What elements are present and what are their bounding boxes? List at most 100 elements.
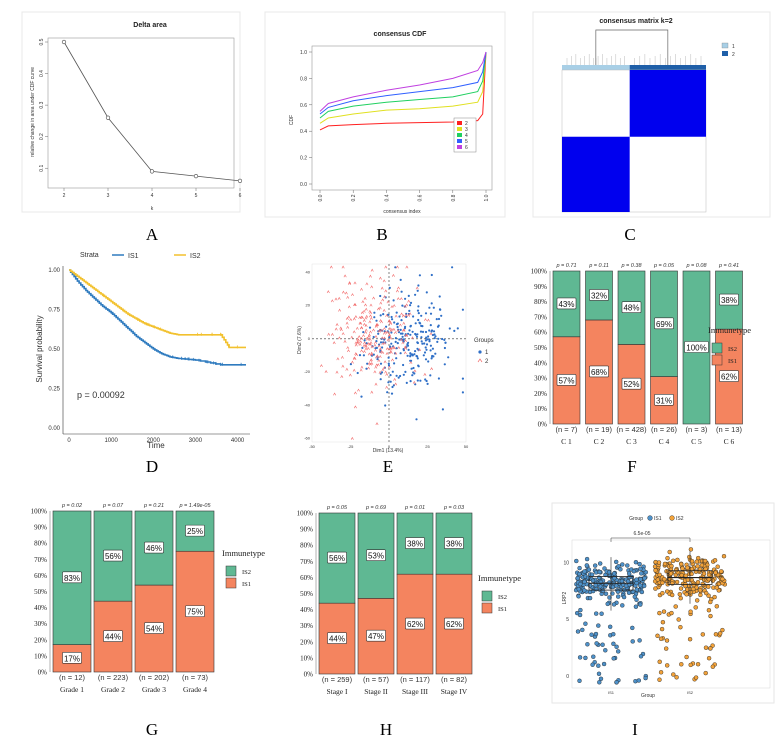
panel-e-point-group-1 bbox=[429, 312, 433, 315]
panel-c-colorbar-1 bbox=[562, 65, 630, 70]
panel-e-point-group-2 bbox=[368, 342, 372, 346]
panel-e-point-group-2 bbox=[426, 318, 430, 322]
panel-i-point-IS2 bbox=[699, 562, 705, 568]
panel-b-ytick-label: 0.0 bbox=[300, 182, 307, 188]
panel-i-pvalue: 6.5e-05 bbox=[634, 531, 651, 537]
panel-e-ytick-label: 40 bbox=[306, 269, 311, 274]
panel-e-point-group-1 bbox=[400, 319, 403, 322]
panel-i-point-IS2 bbox=[689, 559, 695, 564]
panel-i-point-IS2 bbox=[714, 585, 719, 590]
panel-e-point-group-2 bbox=[385, 347, 389, 351]
panel-e-point-group-1 bbox=[417, 312, 420, 315]
panel-e-point-group-1 bbox=[410, 367, 413, 370]
panel-e-point-group-2 bbox=[330, 332, 334, 336]
panel-e-point-group-1 bbox=[419, 330, 423, 333]
panel-i-point-IS2 bbox=[671, 558, 676, 563]
panel-a-ytick-label: 0.2 bbox=[39, 133, 45, 140]
panel-i-legend-title: Group bbox=[629, 516, 643, 522]
panel-b-ytick-label: 1.0 bbox=[300, 50, 307, 56]
panel-e-point-group-1 bbox=[395, 311, 398, 314]
panel-e-point-group-2 bbox=[374, 341, 377, 345]
panel-g-pvalue: p = 1.49e-05 bbox=[178, 503, 211, 509]
panel-g-label-is1: 44% bbox=[105, 633, 121, 642]
panel-e-xtick-label: -50 bbox=[309, 444, 316, 449]
panel-i-point-IS1 bbox=[598, 676, 604, 681]
panel-e-point-group-1 bbox=[401, 332, 404, 335]
panel-e-point-group-1 bbox=[427, 335, 430, 338]
panel-e-point-group-1 bbox=[441, 337, 444, 341]
panel-f-n-label: (n = 3) bbox=[686, 425, 708, 434]
panel-e-point-group-1 bbox=[379, 378, 382, 381]
panel-i-point-IS1 bbox=[587, 583, 593, 588]
panel-i-point-IS1 bbox=[591, 654, 596, 659]
panel-i-point-IS1 bbox=[583, 621, 588, 626]
panel-e-point-group-2 bbox=[359, 315, 363, 319]
panel-e-point-group-1 bbox=[425, 379, 428, 383]
panel-letter-d: D bbox=[146, 457, 158, 476]
panel-e-point-group-2 bbox=[339, 326, 343, 330]
panel-e-point-group-2 bbox=[400, 312, 404, 316]
panel-e-point-group-2 bbox=[364, 307, 368, 311]
panel-e-point-group-1 bbox=[436, 340, 439, 343]
panel-i-point-IS1 bbox=[605, 601, 610, 607]
panel-e-point-group-1 bbox=[385, 325, 388, 328]
panel-letter-b: B bbox=[376, 225, 387, 244]
panel-i-lrp2-boxplot: Group Group LRP2 6.5e-05 0 5 10 IS1 IS2 IS1 IS… bbox=[551, 502, 775, 704]
panel-i-point-IS1 bbox=[634, 577, 639, 582]
panel-e-point-group-2 bbox=[362, 309, 366, 313]
panel-e-point-group-2 bbox=[341, 364, 345, 368]
panel-e-point-group-1 bbox=[437, 337, 440, 340]
panel-e-point-group-2 bbox=[404, 339, 407, 343]
panel-e-point-group-2 bbox=[429, 332, 433, 336]
panel-e-point-group-2 bbox=[356, 340, 360, 344]
panel-i-point-IS1 bbox=[596, 663, 601, 668]
panel-e-point-group-1 bbox=[411, 374, 414, 377]
panel-e-point-group-2 bbox=[395, 289, 399, 293]
panel-f-pvalue: p = 0.05 bbox=[653, 263, 675, 269]
panel-e-point-group-1 bbox=[393, 321, 396, 324]
panel-f-label-is2: 43% bbox=[558, 300, 574, 309]
panel-e-point-group-1 bbox=[437, 377, 440, 380]
panel-e-point-group-1 bbox=[447, 356, 450, 359]
panel-a-xtick-label: 4 bbox=[151, 193, 154, 199]
panel-e-point-group-1 bbox=[424, 358, 428, 361]
panel-e-point-group-2 bbox=[383, 341, 387, 345]
panel-e-point-group-2 bbox=[360, 326, 364, 330]
panel-e-point-group-2 bbox=[350, 436, 354, 440]
panel-e-point-group-1 bbox=[420, 340, 423, 343]
panel-e-point-group-2 bbox=[362, 318, 366, 322]
panel-e-point-group-2 bbox=[356, 341, 360, 345]
panel-e-point-group-1 bbox=[379, 341, 383, 344]
panel-f-label-box bbox=[654, 317, 674, 330]
panel-e-point-group-2 bbox=[353, 405, 357, 409]
panel-f-pvalue: p = 0.71 bbox=[555, 263, 576, 269]
panel-i-point-IS2 bbox=[695, 662, 701, 667]
panel-e-point-group-1 bbox=[434, 335, 437, 338]
panel-f-label-is1: 62% bbox=[721, 373, 737, 382]
panel-e-point-group-2 bbox=[383, 336, 386, 340]
panel-i-point-IS2 bbox=[670, 581, 675, 586]
panel-e-point-group-2 bbox=[352, 317, 356, 321]
panel-e-point-group-2 bbox=[405, 333, 409, 337]
panel-e-point-group-2 bbox=[370, 268, 374, 272]
panel-f-label-is1: 31% bbox=[656, 396, 672, 405]
panel-e-point-group-1 bbox=[398, 338, 401, 341]
panel-h-ytick-label: 40% bbox=[300, 606, 313, 614]
panel-i-point-IS2 bbox=[715, 564, 720, 569]
panel-d-xtick-label: 3000 bbox=[189, 438, 203, 444]
panel-i-point-IS1 bbox=[600, 642, 605, 647]
panel-d-legend-title: Strata bbox=[80, 252, 99, 259]
panel-f-ytick-label: 40% bbox=[534, 359, 547, 367]
panel-i-point-IS1 bbox=[582, 569, 587, 574]
panel-e-point-group-2 bbox=[378, 355, 382, 359]
panel-e-point-group-2 bbox=[391, 273, 395, 277]
panel-i-point-IS1 bbox=[577, 571, 582, 577]
panel-f-n-label: (n = 26) bbox=[651, 425, 678, 434]
panel-f-ytick-label: 10% bbox=[534, 405, 547, 413]
panel-i-point-IS2 bbox=[668, 571, 674, 576]
panel-g-ytick-label: 90% bbox=[34, 524, 47, 532]
panel-g-legend-label-is2: IS2 bbox=[242, 569, 251, 576]
panel-i-point-IS1 bbox=[642, 576, 647, 581]
panel-i-point-IS1 bbox=[583, 655, 588, 661]
panel-e-point-group-1 bbox=[443, 346, 446, 350]
